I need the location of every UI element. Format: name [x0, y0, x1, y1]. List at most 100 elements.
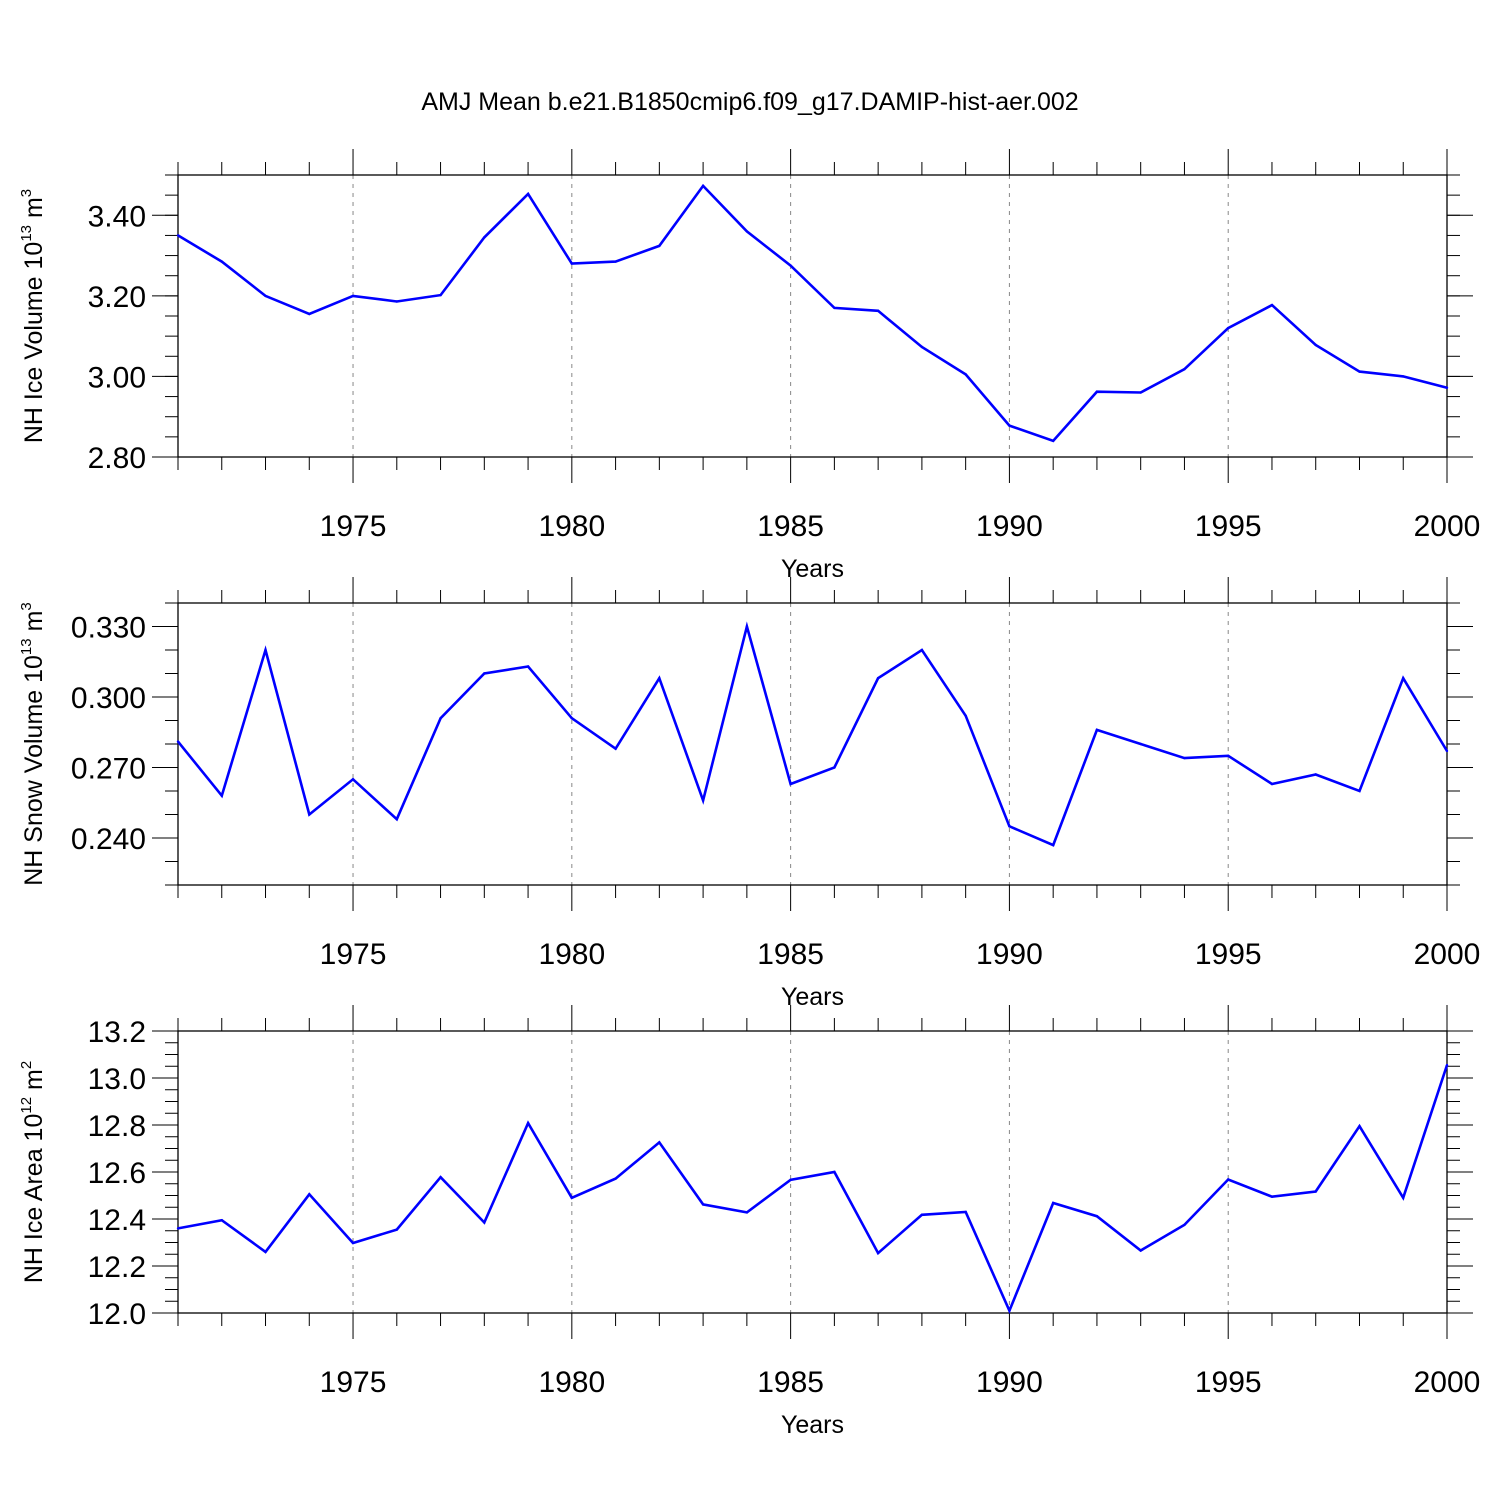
chart-panel-2: 0.240 0.270 0.300 0.330 1975 1980 1985 1990 1995…: [18, 577, 1480, 1011]
data-point: [1402, 375, 1405, 378]
data-point: [439, 1176, 442, 1179]
data-point: [658, 677, 661, 680]
y-tick-label: 12.8: [88, 1110, 146, 1143]
data-point: [570, 262, 573, 265]
data-point: [1052, 843, 1055, 847]
x-axis-label: Years: [781, 555, 844, 583]
x-tick-label: 1985: [757, 938, 824, 971]
data-point: [1008, 1309, 1011, 1312]
data-point: [439, 717, 442, 720]
data-point: [220, 794, 223, 797]
data-point: [1358, 370, 1361, 373]
data-point: [483, 1221, 486, 1224]
data-point: [920, 345, 924, 349]
data-point: [745, 230, 749, 233]
data-point: [1270, 782, 1274, 786]
data-point: [614, 260, 617, 263]
x-tick-label: 1980: [538, 1366, 605, 1399]
data-point: [701, 1203, 705, 1206]
x-tick-label: 1990: [976, 1366, 1043, 1399]
data-point: [1183, 756, 1186, 760]
data-point: [264, 294, 267, 298]
x-axis-label: Years: [781, 1411, 844, 1439]
y-tick-label: 13.2: [88, 1016, 146, 1049]
data-point: [1095, 728, 1099, 732]
y-tick-label: 12.6: [88, 1157, 146, 1190]
data-point: [220, 260, 223, 263]
x-tick-label: 2000: [1414, 1366, 1481, 1399]
y-tick-label: 3.40: [88, 200, 146, 233]
figure-title: AMJ Mean b.e21.B1850cmip6.f09_g17.DAMIP-…: [421, 88, 1078, 116]
x-tick-label: 1975: [320, 938, 387, 971]
x-tick-label: 1985: [757, 510, 824, 543]
data-point: [876, 309, 880, 312]
x-tick-label: 1990: [976, 938, 1043, 971]
data-point: [658, 244, 661, 248]
x-tick-label: 2000: [1414, 510, 1481, 543]
x-tick-label: 1985: [757, 1366, 824, 1399]
data-point: [1139, 742, 1142, 746]
data-point: [658, 1141, 661, 1144]
x-tick-label: 1990: [976, 510, 1043, 543]
data-point: [351, 1241, 355, 1245]
y-tick-label: 13.0: [88, 1063, 146, 1096]
data-point: [1445, 749, 1449, 753]
data-point: [1402, 677, 1405, 680]
data-point: [395, 1228, 398, 1231]
data-point: [964, 373, 967, 376]
data-point: [526, 665, 530, 668]
x-tick-label: 2000: [1414, 938, 1481, 971]
data-point: [1052, 1201, 1055, 1205]
x-tick-label: 1975: [320, 1366, 387, 1399]
data-point: [483, 236, 486, 239]
y-tick-label: 0.240: [71, 823, 146, 856]
data-point: [1227, 326, 1230, 330]
data-point: [1008, 424, 1011, 427]
data-point: [1008, 825, 1011, 828]
data-point: [1139, 1249, 1142, 1252]
data-point: [351, 294, 355, 298]
data-point: [1445, 386, 1449, 389]
chart-panel-1: 2.80 3.00 3.20 3.40 1975 1980 1985 1990 1995 2000…: [18, 149, 1480, 583]
data-point: [570, 1196, 573, 1200]
data-point: [1270, 1195, 1274, 1198]
data-point: [1358, 789, 1361, 793]
x-tick-label: 1980: [538, 938, 605, 971]
data-point: [701, 799, 705, 802]
data-point: [614, 1177, 617, 1180]
data-point: [701, 184, 705, 188]
data-point: [964, 1210, 967, 1214]
y-tick-label: 12.4: [88, 1204, 146, 1237]
data-point: [614, 747, 617, 750]
y-axis-label: NH Ice Volume 1013 m3: [18, 189, 48, 443]
data-point: [395, 818, 398, 821]
data-point: [964, 714, 967, 717]
data-point: [789, 782, 792, 786]
data-point: [1052, 439, 1055, 443]
data-point: [308, 813, 311, 816]
x-tick-label: 1995: [1195, 510, 1262, 543]
y-tick-label: 0.270: [71, 753, 146, 786]
data-point: [176, 1227, 180, 1230]
data-point: [1314, 343, 1317, 347]
data-point: [308, 312, 311, 316]
data-point: [745, 1211, 749, 1214]
data-point: [1227, 754, 1230, 757]
y-tick-label: 12.0: [88, 1298, 146, 1331]
data-point: [833, 766, 836, 769]
data-point: [1095, 390, 1099, 393]
y-tick-label: 3.20: [88, 281, 146, 314]
data-point: [745, 625, 749, 628]
data-point: [920, 648, 924, 652]
y-tick-label: 2.80: [88, 442, 146, 475]
data-point: [789, 1178, 792, 1182]
data-point: [1314, 773, 1317, 776]
data-point: [1183, 368, 1186, 371]
data-point: [1314, 1190, 1317, 1193]
series-line: [176, 621, 1449, 847]
data-point: [833, 306, 836, 310]
data-point: [526, 192, 530, 196]
data-point: [439, 293, 442, 297]
